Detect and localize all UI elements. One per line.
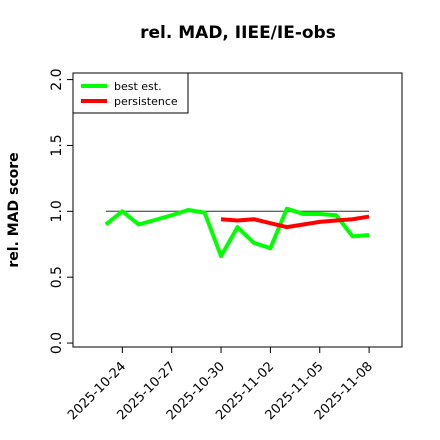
y-tick-label: 2.0 [49,68,65,90]
legend-label: persistence [114,95,178,108]
legend-box [72,72,189,114]
chart-title: rel. MAD, IIEE/IE-obs [140,23,336,43]
y-tick-label: 1.5 [49,134,65,156]
y-tick-label: 0.5 [49,266,65,288]
series-line [104,206,370,259]
plot-box [72,72,403,348]
legend-label: best est. [114,80,162,93]
series-line [220,214,370,230]
y-tick-label: 0.0 [49,332,65,354]
y-axis-label: rel. MAD score [6,152,22,267]
y-tick-label: 1.0 [49,200,65,222]
